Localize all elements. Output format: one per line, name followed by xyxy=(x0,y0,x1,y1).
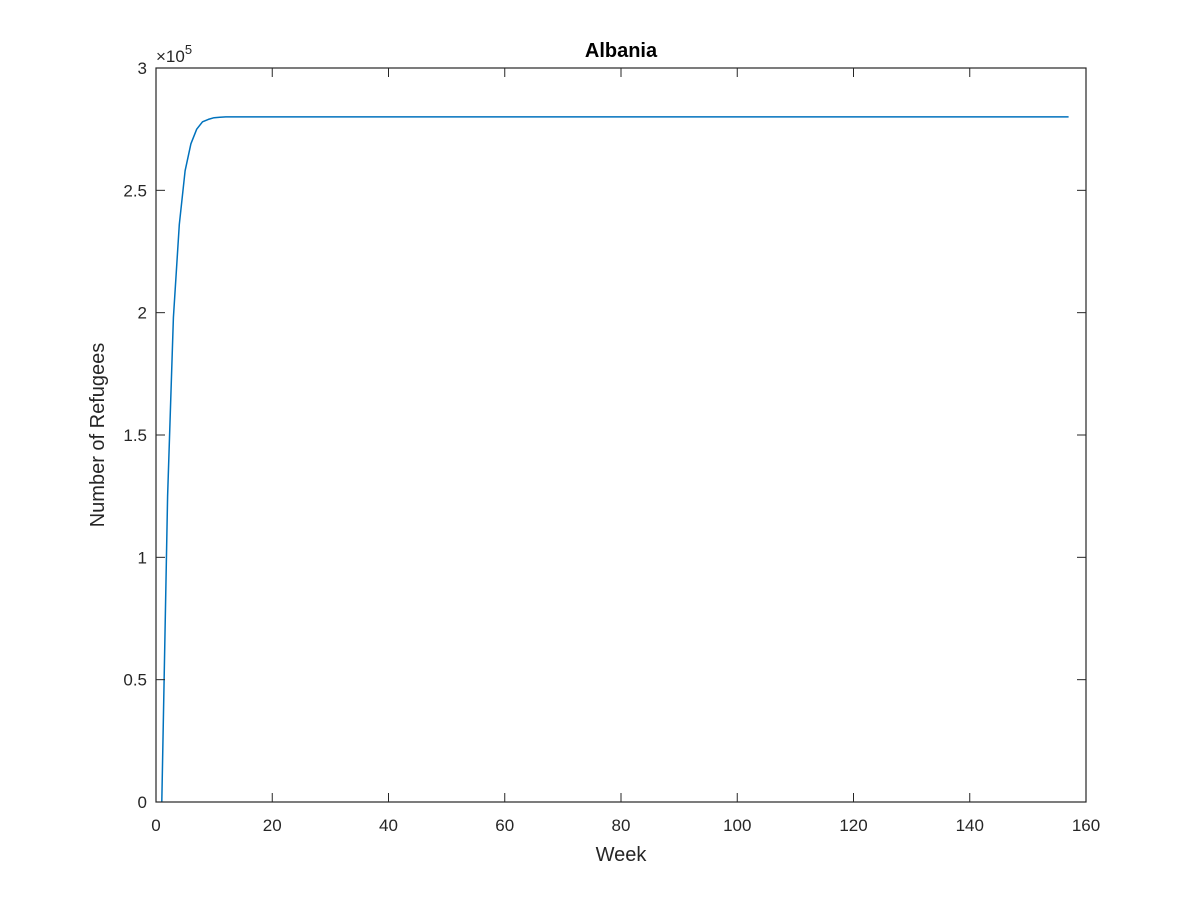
y-tick-label: 1 xyxy=(138,548,147,567)
x-tick-label: 20 xyxy=(263,816,282,835)
axes-box xyxy=(155,67,1087,803)
x-tick-label: 80 xyxy=(612,816,631,835)
y-tick-label: 0 xyxy=(138,793,147,812)
x-tick-label: 160 xyxy=(1072,816,1100,835)
y-tick-label: 0.5 xyxy=(123,671,147,690)
x-tick-label: 120 xyxy=(839,816,867,835)
y-axis-exponent-label: ×105 xyxy=(156,42,192,66)
series-layer xyxy=(161,116,1069,803)
y-tick-label: 1.5 xyxy=(123,426,147,445)
x-tick-label: 100 xyxy=(723,816,751,835)
y-tick-label: 2.5 xyxy=(123,181,147,200)
ticks-layer: 0 20 40 60 80 100 120 140 160 0 0.5 1 1.5 2 2.5 3 xyxy=(123,59,1100,835)
x-tick-label: 140 xyxy=(956,816,984,835)
y-tick-label: 3 xyxy=(138,59,147,78)
exponent-base: ×10 xyxy=(156,47,185,66)
x-tick-label: 60 xyxy=(495,816,514,835)
x-tick-label: 40 xyxy=(379,816,398,835)
x-axis-label: Week xyxy=(596,844,648,866)
plot-area xyxy=(156,68,1086,802)
exponent-power: 5 xyxy=(185,42,192,57)
chart-title: Albania xyxy=(585,40,658,62)
y-axis-label: Number of Refugees xyxy=(87,343,109,528)
x-tick-label: 0 xyxy=(151,816,160,835)
series-line xyxy=(161,116,1069,803)
y-tick-label: 2 xyxy=(138,304,147,323)
